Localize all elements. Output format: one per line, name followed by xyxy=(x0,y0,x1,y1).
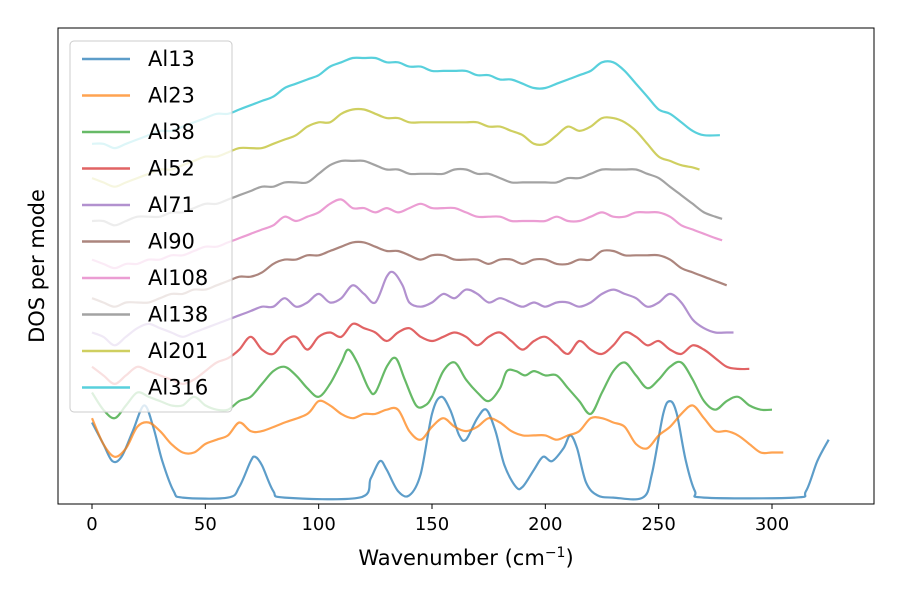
series-line-al23 xyxy=(90,399,784,458)
legend-label-al52: Al52 xyxy=(148,157,195,181)
legend-label-al108: Al108 xyxy=(148,266,208,290)
series-line-al13 xyxy=(91,395,830,501)
x-tick-label: 100 xyxy=(301,514,335,535)
x-tick-label: 300 xyxy=(755,514,789,535)
x-tick-label: 0 xyxy=(86,514,97,535)
legend-label-al23: Al23 xyxy=(148,84,195,108)
legend-label-al13: Al13 xyxy=(148,47,195,71)
legend-box xyxy=(69,40,233,413)
y-axis-title: DOS per mode xyxy=(25,189,49,343)
legend-label-al71: Al71 xyxy=(148,193,195,217)
x-axis-title-superscript: −1 xyxy=(545,545,566,561)
legend-label-al201: Al201 xyxy=(148,339,208,363)
plot-frame xyxy=(57,27,875,505)
x-tick-label: 150 xyxy=(415,514,449,535)
x-axis-title: Wavenumber (cm−1) xyxy=(358,545,573,570)
x-tick-label: 250 xyxy=(641,514,675,535)
legend-label-al38: Al38 xyxy=(148,120,195,144)
legend-label-al316: Al316 xyxy=(148,376,208,400)
legend-label-al138: Al138 xyxy=(148,303,208,327)
x-tick-label: 200 xyxy=(528,514,562,535)
legend: Al13 Al23 Al38 Al52 Al71 Al90 Al108 Al138 Al201 A… xyxy=(69,40,233,413)
x-axis-title-main: Wavenumber (cm xyxy=(358,546,544,570)
x-axis: 0 50 100 150 200 250 300 xyxy=(86,504,789,535)
x-tick-label: 50 xyxy=(194,514,217,535)
legend-label-al90: Al90 xyxy=(148,230,195,254)
x-axis-title-end: ) xyxy=(565,546,573,570)
